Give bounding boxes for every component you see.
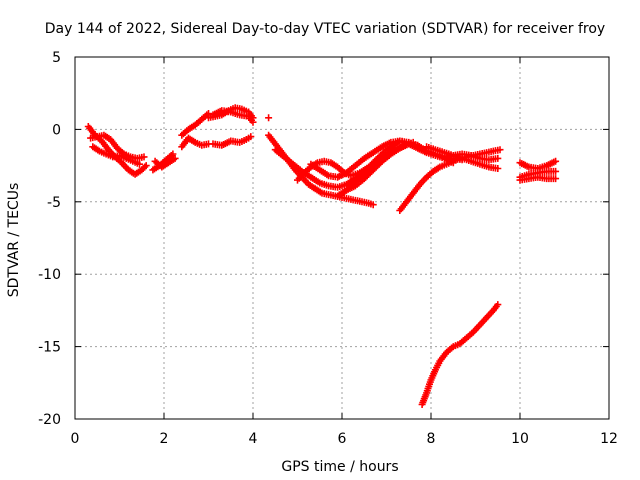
series-arc20 <box>440 150 502 164</box>
x-tick-label: 10 <box>511 431 529 447</box>
data-point <box>140 153 148 161</box>
x-tick-label: 0 <box>71 431 80 447</box>
data-point <box>171 154 179 162</box>
data-point <box>494 301 502 309</box>
x-tick-label: 12 <box>600 431 618 447</box>
grid <box>75 57 609 419</box>
data-point <box>552 157 560 165</box>
series-arc17 <box>342 140 413 194</box>
x-tick-label: 4 <box>249 431 258 447</box>
x-tick-label: 2 <box>160 431 169 447</box>
series-arc22 <box>516 157 560 172</box>
y-tick-label: -15 <box>38 340 61 356</box>
series-arc21 <box>418 301 502 408</box>
data-point <box>141 163 149 171</box>
x-axis-label: GPS time / hours <box>281 459 398 475</box>
y-axis-label: SDTVAR / TECUs <box>6 183 22 298</box>
data-point <box>496 146 504 154</box>
data-point <box>494 154 502 162</box>
series-arc5 <box>151 154 179 171</box>
chart-title: Day 144 of 2022, Sidereal Day-to-day VTE… <box>45 21 605 37</box>
x-tick-label: 6 <box>338 431 347 447</box>
data-point <box>136 160 143 168</box>
series-arc24 <box>516 173 560 184</box>
series-arc7 <box>178 134 212 151</box>
data-point <box>142 162 150 170</box>
data-point <box>552 167 560 175</box>
y-tick-label: -20 <box>38 412 61 428</box>
data-point <box>369 201 377 209</box>
series-arc2 <box>87 131 148 162</box>
data-point <box>265 114 273 122</box>
series-arc6 <box>178 110 212 139</box>
y-tick-label: -10 <box>38 267 61 283</box>
y-tick-label: 0 <box>52 122 61 138</box>
data-point <box>494 165 502 172</box>
series-arc10 <box>209 133 255 149</box>
y-tick-label: 5 <box>52 50 61 66</box>
data-point <box>249 118 257 126</box>
data-point <box>405 140 413 148</box>
x-tick-label: 8 <box>427 431 436 447</box>
axis-ticks: 0 2 4 6 8 10 12 -20 -15 -10 -5 0 5 <box>38 50 618 447</box>
y-tick-label: -5 <box>47 195 61 211</box>
data-points <box>84 104 560 408</box>
series-arc11 <box>265 114 273 122</box>
series-arc9 <box>209 107 257 126</box>
data-point <box>247 133 255 141</box>
data-point <box>552 175 560 183</box>
series-arc3 <box>89 143 143 168</box>
